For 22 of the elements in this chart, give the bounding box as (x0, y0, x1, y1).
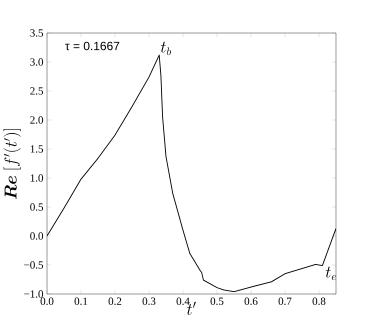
y-tick-label: 1.0 (30, 174, 44, 182)
x-tick-label: 0.5 (210, 298, 224, 305)
y-tick-label: 0.5 (30, 203, 44, 211)
x-tick-label: 0.1 (74, 298, 88, 305)
y-axis-title: $\boldsymbol{Re}\ [f'(t')]$ (4, 129, 21, 200)
x-tick-label: 0.3 (142, 298, 156, 305)
x-tick-label: 0.8 (312, 298, 326, 305)
y-tick-label: 3.5 (30, 29, 44, 37)
y-tick-label: 2.0 (30, 116, 44, 124)
y-tick-label: 1.5 (30, 145, 44, 153)
y-tick-label: 3.0 (30, 58, 44, 66)
y-tick-label: 2.5 (30, 87, 44, 95)
y-tick-label: −1.0 (24, 290, 44, 298)
x-tick-label: 0.7 (278, 298, 292, 305)
x-tick-label: 0.6 (244, 298, 258, 305)
y-tick-label: −0.5 (24, 261, 44, 269)
annotation: $t_e$ (326, 266, 336, 280)
y-tick-label: 0.0 (30, 232, 44, 240)
x-tick-label: 0.0 (40, 298, 54, 305)
annotation: $t_b$ (160, 42, 172, 56)
annotation: τ = 0.1667 (65, 42, 120, 50)
x-tick-label: 0.2 (108, 298, 122, 305)
